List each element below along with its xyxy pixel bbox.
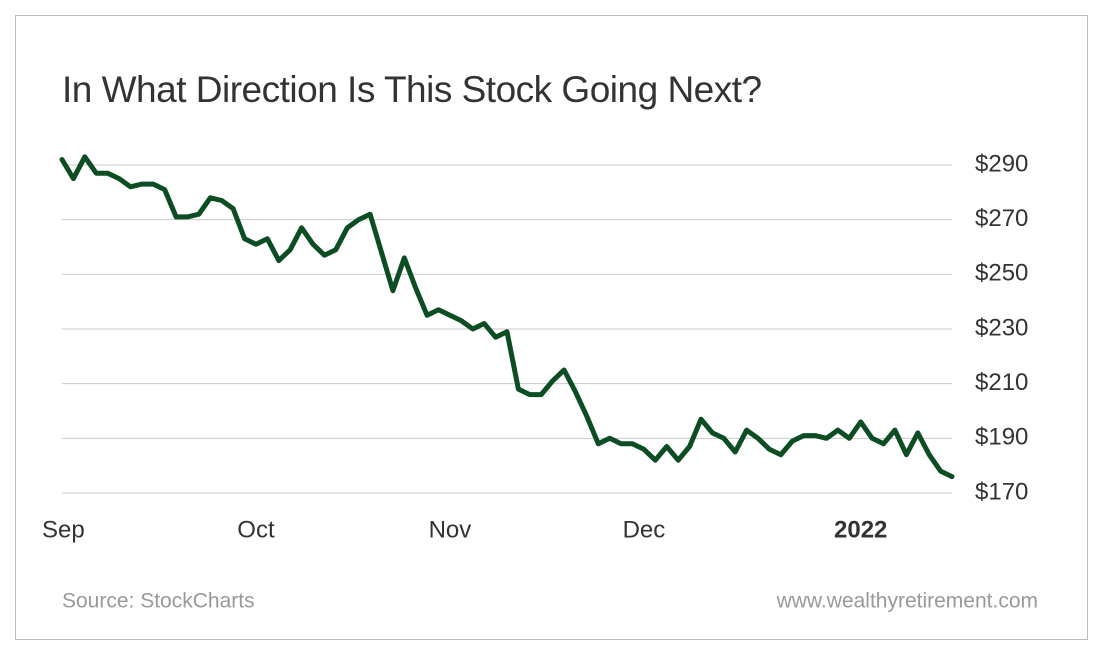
price-line xyxy=(59,154,955,480)
x-tick-label: Nov xyxy=(429,516,472,543)
source-note: Source: StockCharts xyxy=(62,590,255,613)
x-tick-label: 2022 xyxy=(834,516,887,543)
x-tick-label: Oct xyxy=(237,516,275,543)
y-tick-label: $170 xyxy=(975,478,1028,505)
website: www.wealthyretirement.com xyxy=(776,590,1038,613)
frame xyxy=(15,15,1088,640)
x-tick-label: Dec xyxy=(623,516,666,543)
y-tick-label: $250 xyxy=(975,260,1028,287)
y-tick-label: $290 xyxy=(975,150,1028,177)
y-tick-label: $230 xyxy=(975,314,1028,341)
chart-title: In What Direction Is This Stock Going Ne… xyxy=(62,69,762,110)
x-tick-label: Sep xyxy=(42,516,85,543)
y-tick-label: $210 xyxy=(975,369,1028,396)
y-tick-label: $190 xyxy=(975,424,1028,451)
y-tick-label: $270 xyxy=(975,205,1028,232)
